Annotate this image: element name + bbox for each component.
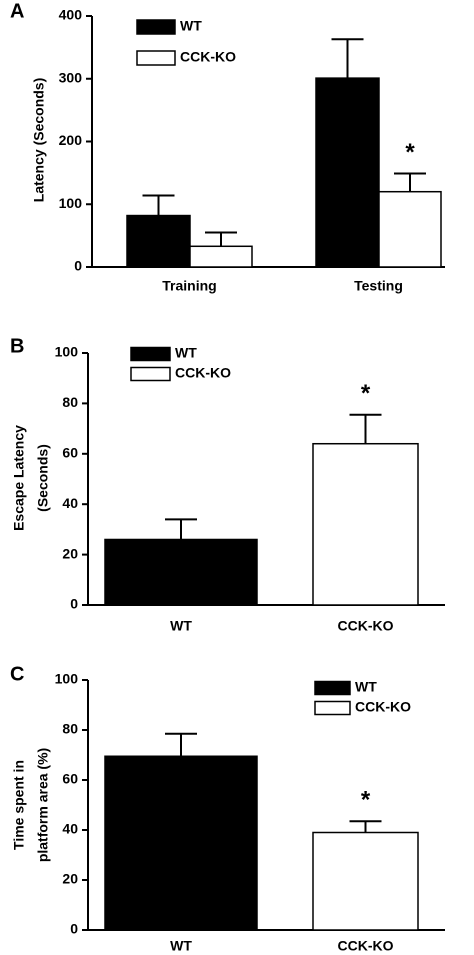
y-tick-label: 40 — [62, 495, 78, 511]
y-tick-label: 400 — [59, 7, 83, 23]
y-tick-label: 20 — [62, 545, 78, 561]
bar — [126, 214, 191, 268]
legend-swatch — [136, 50, 176, 66]
significance-marker: * — [405, 139, 415, 166]
significance-marker: * — [361, 787, 371, 814]
y-tick-label: 60 — [62, 771, 78, 787]
y-tick-label: 300 — [59, 69, 83, 85]
legend-swatch — [314, 700, 351, 716]
legend-swatch — [130, 346, 171, 362]
y-tick-label: 40 — [62, 821, 78, 837]
bar — [315, 77, 380, 268]
x-tick-label: WT — [170, 618, 192, 634]
y-tick-label: 80 — [62, 394, 78, 410]
significance-marker: * — [361, 380, 371, 407]
panel-label: A — [10, 0, 24, 22]
y-axis-label: platform area (%) — [35, 748, 51, 862]
legend-label: WT — [180, 18, 202, 34]
legend-label: WT — [355, 679, 377, 695]
y-tick-label: 200 — [59, 132, 83, 148]
y-axis-label: Escape Latency — [11, 425, 27, 531]
legend-label: CCK-KO — [175, 365, 231, 381]
y-tick-label: 100 — [55, 344, 79, 360]
legend-label: CCK-KO — [180, 49, 236, 65]
y-tick-label: 0 — [70, 596, 78, 612]
legend-swatch — [130, 366, 171, 382]
legend-label: WT — [175, 345, 197, 361]
y-tick-label: 20 — [62, 871, 78, 887]
legend-swatch — [136, 19, 176, 35]
y-axis-label: Time spent in — [11, 760, 27, 850]
legend-label: CCK-KO — [355, 699, 411, 715]
x-tick-label: CCK-KO — [338, 618, 394, 634]
y-tick-label: 100 — [55, 671, 79, 687]
x-tick-label: Training — [162, 278, 216, 294]
panel-label: C — [10, 663, 24, 685]
panel-label: B — [10, 335, 24, 357]
x-tick-label: CCK-KO — [338, 938, 394, 954]
bar — [189, 245, 253, 268]
x-tick-label: WT — [170, 938, 192, 954]
bar — [104, 755, 258, 931]
y-tick-label: 0 — [70, 921, 78, 937]
bar — [378, 190, 442, 268]
legend-swatch — [314, 680, 351, 696]
y-axis-label: Latency (Seconds) — [31, 78, 47, 202]
x-tick-label: Testing — [354, 278, 403, 294]
y-tick-label: 80 — [62, 721, 78, 737]
bar — [312, 442, 419, 606]
y-axis-label: (Seconds) — [35, 444, 51, 512]
y-tick-label: 0 — [74, 258, 82, 274]
bar — [312, 831, 419, 931]
y-tick-label: 100 — [59, 195, 83, 211]
bar — [104, 538, 258, 606]
y-tick-label: 60 — [62, 445, 78, 461]
